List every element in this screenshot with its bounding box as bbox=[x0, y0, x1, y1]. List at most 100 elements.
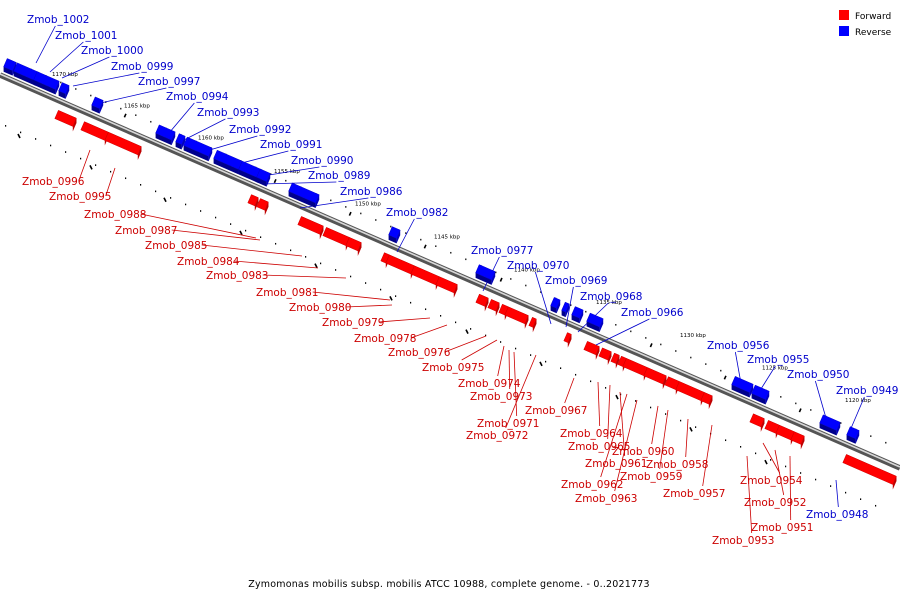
gene-top-face bbox=[256, 198, 269, 211]
forward-gene-label: Zmob_0981 bbox=[256, 287, 318, 299]
forward-gene-label: Zmob_0987 bbox=[115, 225, 177, 237]
major-tick bbox=[273, 178, 277, 184]
minor-tick bbox=[660, 343, 662, 346]
tick-label: 1125 kbp bbox=[762, 365, 788, 371]
minor-tick-lower bbox=[845, 491, 847, 494]
minor-tick bbox=[135, 114, 137, 116]
leader-line bbox=[262, 274, 347, 279]
minor-tick-lower bbox=[215, 216, 217, 219]
minor-tick-lower bbox=[575, 373, 577, 376]
minor-tick-lower bbox=[380, 288, 382, 291]
forward-gene-label: Zmob_0967 bbox=[525, 405, 587, 417]
gene-end-face bbox=[892, 476, 897, 490]
gene-end-face bbox=[99, 100, 104, 114]
gene-end-face bbox=[55, 81, 60, 95]
tick-label: 1170 kbp bbox=[52, 72, 78, 78]
major-tick-lower bbox=[465, 329, 469, 334]
gene-end-face bbox=[319, 226, 324, 240]
major-tick-lower bbox=[163, 197, 167, 203]
minor-tick bbox=[885, 441, 887, 444]
gene-end-face bbox=[181, 136, 186, 150]
major-tick bbox=[798, 408, 802, 413]
forward-gene-label: Zmob_0958 bbox=[646, 459, 708, 471]
forward-gene bbox=[345, 237, 362, 256]
minor-tick-lower bbox=[110, 170, 112, 173]
minor-tick-lower bbox=[140, 183, 142, 186]
minor-tick-lower bbox=[680, 419, 682, 422]
legend-forward-swatch bbox=[839, 10, 849, 20]
forward-gene-label: Zmob_0972 bbox=[466, 430, 528, 442]
reverse-gene bbox=[256, 168, 271, 187]
gene-top-face bbox=[247, 194, 259, 207]
forward-gene-label: Zmob_0965 bbox=[568, 441, 630, 453]
legend-forward-label: Forward bbox=[855, 12, 891, 22]
gene-end-face bbox=[765, 391, 770, 405]
leader-line bbox=[461, 339, 498, 361]
minor-tick-lower bbox=[455, 321, 457, 324]
gene-top-face bbox=[475, 264, 496, 281]
major-tick-lower bbox=[17, 133, 21, 139]
leader-line bbox=[565, 286, 574, 328]
minor-tick-lower bbox=[530, 354, 532, 356]
minor-tick-lower bbox=[20, 131, 22, 134]
reverse-gene-label: Zmob_0948 bbox=[806, 509, 868, 521]
minor-tick-lower bbox=[170, 197, 172, 199]
genome-caption: Zymomonas mobilis subsp. mobilis ATCC 10… bbox=[248, 579, 650, 590]
minor-tick bbox=[405, 232, 407, 234]
reverse-gene-label: Zmob_0968 bbox=[580, 291, 642, 303]
major-tick-lower bbox=[89, 165, 93, 170]
minor-tick-lower bbox=[305, 256, 307, 258]
reverse-gene-label: Zmob_0969 bbox=[545, 275, 607, 287]
major-tick-lower bbox=[539, 361, 543, 367]
gene-end-face bbox=[72, 118, 77, 132]
reverse-gene bbox=[288, 182, 320, 208]
gene-side-face bbox=[256, 177, 267, 187]
minor-tick-lower bbox=[245, 229, 247, 232]
forward-gene-label: Zmob_0962 bbox=[561, 479, 623, 491]
forward-gene-label: Zmob_0971 bbox=[477, 418, 539, 430]
forward-gene bbox=[563, 332, 572, 348]
minor-tick-lower bbox=[785, 465, 787, 468]
gene-side-face bbox=[475, 272, 492, 285]
minor-tick-lower bbox=[260, 236, 262, 238]
reverse-gene bbox=[571, 306, 584, 324]
gene-end-face bbox=[567, 334, 572, 348]
reverse-gene bbox=[58, 82, 70, 99]
gene-end-face bbox=[749, 384, 754, 398]
leader-line bbox=[508, 349, 511, 390]
gene-top-face bbox=[33, 71, 60, 90]
reverse-gene-label: Zmob_0993 bbox=[197, 107, 259, 119]
tick-label: 1130 kbp bbox=[680, 333, 706, 339]
gene-top-face bbox=[842, 454, 897, 485]
gene-end-face bbox=[254, 197, 259, 211]
gene-top-face bbox=[550, 297, 561, 309]
tick-label: 1145 kbp bbox=[434, 234, 460, 240]
minor-tick bbox=[705, 363, 707, 365]
minor-tick-lower bbox=[740, 445, 742, 448]
gene-end-face bbox=[266, 173, 271, 187]
forward-gene-label: Zmob_0978 bbox=[354, 333, 416, 345]
leader-line bbox=[659, 409, 669, 470]
gene-top-face bbox=[819, 414, 841, 431]
leader-line bbox=[685, 418, 689, 458]
forward-gene bbox=[475, 293, 489, 312]
tick-label: 1135 kbp bbox=[596, 300, 622, 306]
gene-side-face bbox=[288, 191, 316, 208]
minor-tick bbox=[870, 435, 872, 437]
gene-top-face bbox=[700, 392, 713, 405]
leader-line bbox=[261, 181, 337, 185]
reverse-gene-label: Zmob_0999 bbox=[111, 61, 173, 73]
minor-tick-lower bbox=[290, 249, 292, 252]
gene-top-face bbox=[487, 299, 500, 312]
reverse-gene bbox=[550, 297, 561, 314]
forward-gene-label: Zmob_0979 bbox=[322, 317, 384, 329]
minor-tick bbox=[420, 238, 422, 241]
minor-tick-lower bbox=[830, 485, 832, 487]
gene-side-face bbox=[13, 71, 36, 86]
forward-gene-label: Zmob_0961 bbox=[585, 458, 647, 470]
gene-end-face bbox=[171, 131, 176, 146]
major-tick-lower bbox=[239, 230, 243, 236]
gene-top-face bbox=[104, 131, 142, 156]
gene-side-face bbox=[751, 393, 766, 405]
gene-top-face bbox=[155, 124, 176, 141]
